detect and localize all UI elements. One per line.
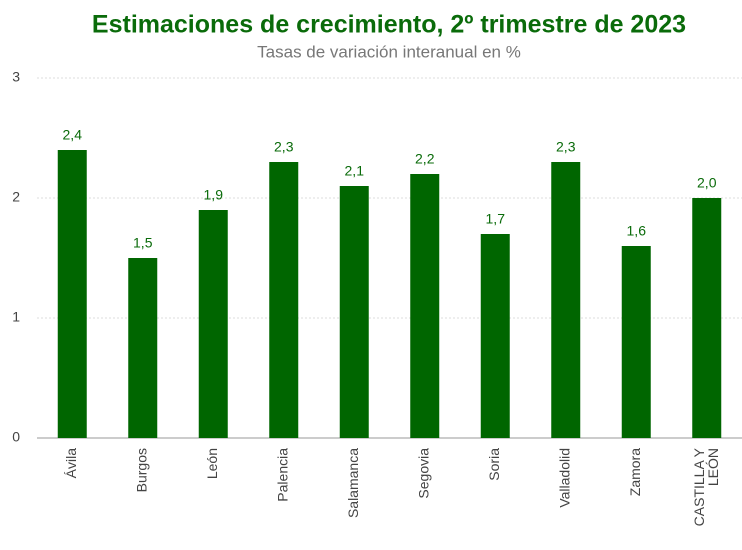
bar [551, 162, 581, 438]
bar [692, 198, 722, 438]
x-tick-label: Segovia [415, 448, 431, 499]
value-label: 2,4 [63, 127, 83, 143]
x-tick-label: Burgos [133, 448, 149, 492]
chart-subtitle: Tasas de variación interanual en % [257, 42, 521, 61]
value-label: 2,2 [415, 151, 435, 167]
value-label: 1,5 [133, 235, 153, 251]
x-tick-label: CASTILLA YLEÓN [690, 447, 720, 526]
x-tick-label: Salamanca [345, 448, 361, 518]
bar [621, 246, 651, 438]
value-label: 2,0 [697, 175, 717, 191]
y-tick-label: 3 [12, 69, 20, 85]
x-tick-label: Zamora [627, 448, 643, 496]
x-tick-label: Soria [486, 448, 502, 481]
bar [128, 258, 158, 438]
value-label: 1,9 [204, 187, 224, 203]
y-tick-label: 1 [12, 309, 20, 325]
y-tick-label: 2 [12, 189, 20, 205]
value-label: 1,6 [627, 223, 647, 239]
bar [198, 210, 228, 438]
bar [57, 150, 87, 438]
value-label: 1,7 [486, 211, 506, 227]
x-tick-label: Valladolid [556, 448, 572, 508]
bar [269, 162, 299, 438]
x-tick-label: Ávila [63, 448, 79, 479]
value-label: 2,3 [556, 139, 576, 155]
chart-title: Estimaciones de crecimiento, 2º trimestr… [92, 11, 686, 39]
value-label: 2,3 [274, 139, 294, 155]
y-tick-label: 0 [12, 429, 20, 445]
bar [339, 186, 369, 438]
bar [480, 234, 510, 438]
x-tick-label: León [204, 448, 220, 479]
x-tick-label: Palencia [274, 448, 290, 502]
bar [410, 174, 440, 438]
value-label: 2,1 [345, 163, 365, 179]
